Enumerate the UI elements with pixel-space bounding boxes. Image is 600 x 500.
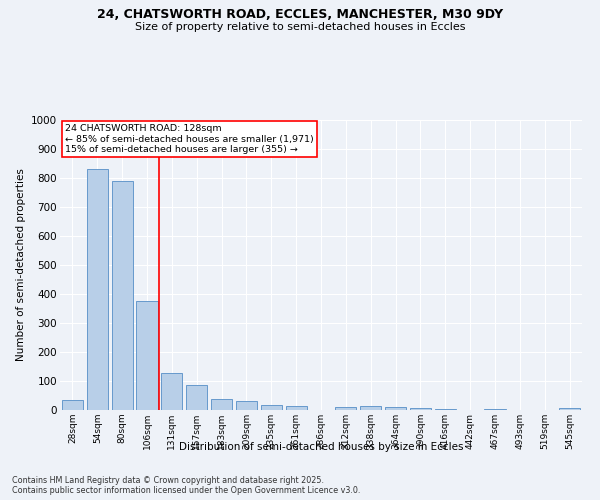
Text: Size of property relative to semi-detached houses in Eccles: Size of property relative to semi-detach… — [135, 22, 465, 32]
Bar — [559, 408, 580, 410]
Text: 24, CHATSWORTH ROAD, ECCLES, MANCHESTER, M30 9DY: 24, CHATSWORTH ROAD, ECCLES, MANCHESTER,… — [97, 8, 503, 20]
Bar — [385, 406, 406, 410]
Bar — [136, 301, 158, 410]
Bar — [286, 406, 307, 410]
Bar — [112, 181, 133, 410]
Text: Contains HM Land Registry data © Crown copyright and database right 2025.
Contai: Contains HM Land Registry data © Crown c… — [12, 476, 361, 495]
Bar — [484, 409, 506, 410]
Bar — [211, 400, 232, 410]
Bar — [62, 400, 83, 410]
Y-axis label: Number of semi-detached properties: Number of semi-detached properties — [16, 168, 26, 362]
Bar — [435, 408, 456, 410]
Bar — [410, 408, 431, 410]
Bar — [335, 406, 356, 410]
Text: 24 CHATSWORTH ROAD: 128sqm
← 85% of semi-detached houses are smaller (1,971)
15%: 24 CHATSWORTH ROAD: 128sqm ← 85% of semi… — [65, 124, 314, 154]
Bar — [261, 405, 282, 410]
Text: Distribution of semi-detached houses by size in Eccles: Distribution of semi-detached houses by … — [179, 442, 463, 452]
Bar — [360, 406, 381, 410]
Bar — [161, 373, 182, 410]
Bar — [87, 170, 108, 410]
Bar — [236, 400, 257, 410]
Bar — [186, 386, 207, 410]
